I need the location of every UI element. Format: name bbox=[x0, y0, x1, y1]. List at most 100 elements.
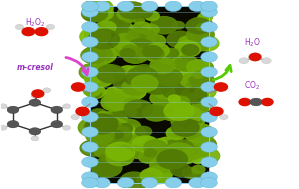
Circle shape bbox=[76, 107, 89, 115]
Circle shape bbox=[89, 29, 119, 49]
Circle shape bbox=[120, 172, 149, 189]
Circle shape bbox=[144, 11, 159, 21]
Circle shape bbox=[198, 13, 212, 22]
Circle shape bbox=[46, 24, 54, 30]
Circle shape bbox=[132, 75, 158, 92]
Circle shape bbox=[7, 106, 19, 114]
Circle shape bbox=[81, 47, 106, 64]
Circle shape bbox=[141, 177, 158, 188]
Circle shape bbox=[194, 61, 213, 73]
Circle shape bbox=[51, 106, 63, 114]
Circle shape bbox=[220, 114, 228, 120]
Circle shape bbox=[201, 82, 217, 92]
Text: m-cresol: m-cresol bbox=[16, 63, 53, 72]
Circle shape bbox=[201, 177, 217, 188]
Circle shape bbox=[119, 83, 146, 100]
Circle shape bbox=[186, 108, 195, 114]
Circle shape bbox=[239, 58, 248, 64]
Circle shape bbox=[80, 27, 111, 46]
Circle shape bbox=[149, 63, 174, 78]
Circle shape bbox=[132, 136, 159, 153]
Circle shape bbox=[175, 41, 201, 57]
Text: $\mathregular{CO_2}$: $\mathregular{CO_2}$ bbox=[244, 80, 260, 92]
Circle shape bbox=[82, 82, 98, 92]
Circle shape bbox=[162, 82, 188, 99]
Circle shape bbox=[99, 145, 115, 155]
Circle shape bbox=[184, 124, 214, 143]
Circle shape bbox=[144, 140, 167, 154]
Circle shape bbox=[168, 74, 187, 86]
Circle shape bbox=[171, 163, 191, 176]
Circle shape bbox=[192, 100, 211, 112]
Circle shape bbox=[135, 43, 156, 57]
Circle shape bbox=[174, 56, 199, 71]
Circle shape bbox=[182, 121, 202, 134]
Circle shape bbox=[105, 146, 128, 161]
Circle shape bbox=[201, 52, 217, 62]
Circle shape bbox=[172, 144, 187, 153]
Circle shape bbox=[193, 157, 204, 164]
Circle shape bbox=[190, 17, 212, 31]
Circle shape bbox=[7, 120, 19, 128]
Circle shape bbox=[183, 63, 205, 77]
Circle shape bbox=[145, 48, 164, 60]
Circle shape bbox=[136, 8, 152, 18]
Circle shape bbox=[126, 131, 145, 144]
Circle shape bbox=[113, 108, 127, 118]
Circle shape bbox=[113, 75, 134, 88]
Circle shape bbox=[144, 166, 172, 184]
Circle shape bbox=[179, 36, 196, 47]
Circle shape bbox=[250, 98, 262, 106]
Circle shape bbox=[117, 8, 137, 20]
Circle shape bbox=[138, 81, 154, 91]
Circle shape bbox=[0, 104, 7, 109]
Circle shape bbox=[146, 43, 169, 58]
Circle shape bbox=[123, 47, 148, 63]
Circle shape bbox=[80, 140, 106, 156]
Circle shape bbox=[116, 39, 129, 48]
Circle shape bbox=[79, 63, 107, 81]
Circle shape bbox=[90, 114, 99, 120]
Circle shape bbox=[150, 91, 173, 105]
Circle shape bbox=[94, 117, 121, 134]
Circle shape bbox=[122, 45, 138, 55]
Circle shape bbox=[159, 150, 187, 168]
Circle shape bbox=[176, 115, 201, 131]
Circle shape bbox=[150, 44, 161, 51]
Circle shape bbox=[146, 50, 164, 61]
Circle shape bbox=[164, 101, 194, 120]
Circle shape bbox=[91, 64, 118, 81]
Circle shape bbox=[165, 1, 181, 12]
Circle shape bbox=[32, 90, 44, 97]
Circle shape bbox=[115, 85, 130, 95]
Circle shape bbox=[106, 148, 134, 166]
Circle shape bbox=[155, 82, 174, 94]
Circle shape bbox=[201, 1, 217, 12]
Circle shape bbox=[141, 1, 158, 12]
Circle shape bbox=[100, 125, 132, 145]
Circle shape bbox=[116, 125, 135, 137]
Circle shape bbox=[158, 49, 182, 64]
Circle shape bbox=[193, 70, 210, 81]
Circle shape bbox=[31, 93, 39, 98]
Circle shape bbox=[201, 112, 217, 122]
Circle shape bbox=[133, 65, 155, 79]
Circle shape bbox=[189, 177, 205, 188]
Circle shape bbox=[146, 35, 166, 47]
Circle shape bbox=[168, 95, 180, 103]
Circle shape bbox=[82, 7, 98, 17]
Circle shape bbox=[78, 118, 109, 137]
Circle shape bbox=[187, 26, 214, 43]
Circle shape bbox=[94, 177, 110, 188]
Circle shape bbox=[210, 107, 223, 115]
Circle shape bbox=[164, 114, 175, 120]
Circle shape bbox=[108, 133, 125, 144]
Circle shape bbox=[170, 105, 202, 126]
Circle shape bbox=[123, 108, 137, 117]
Circle shape bbox=[196, 23, 208, 31]
Circle shape bbox=[89, 46, 116, 64]
Circle shape bbox=[186, 18, 211, 34]
Circle shape bbox=[201, 127, 217, 137]
Circle shape bbox=[94, 45, 106, 52]
Circle shape bbox=[172, 119, 199, 136]
